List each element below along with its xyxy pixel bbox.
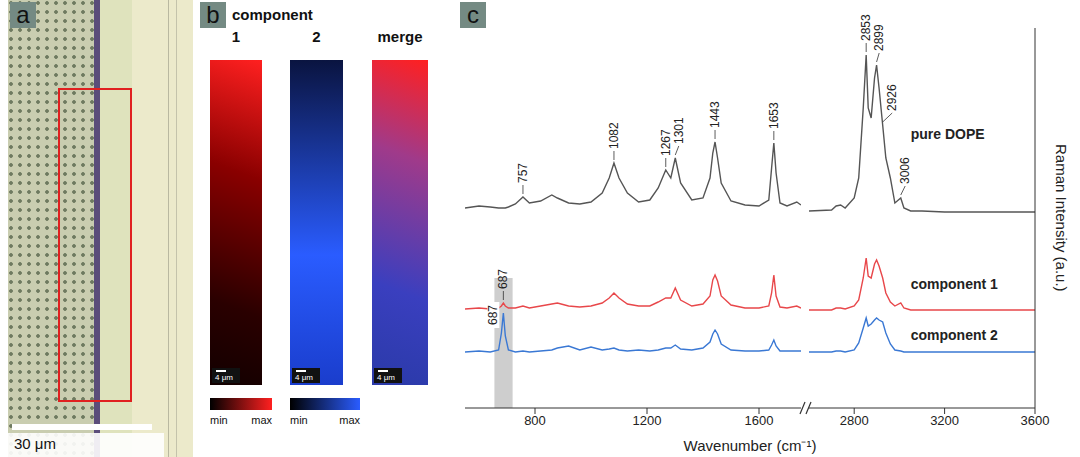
- svg-text:1301: 1301: [672, 117, 686, 144]
- html-text:max: max: [251, 414, 272, 426]
- svg-text:1200: 1200: [633, 413, 662, 428]
- svg-text:component 1: component 1: [911, 276, 998, 292]
- svg-text:pure DOPE: pure DOPE: [911, 126, 985, 142]
- svg-text:800: 800: [524, 413, 546, 428]
- html-text:merge: merge: [377, 28, 423, 45]
- svg-text:1600: 1600: [745, 413, 774, 428]
- svg-text:757: 757: [516, 163, 530, 183]
- html-text:c: c: [467, 1, 479, 28]
- html-text:4 μm: 4 μm: [295, 373, 313, 382]
- svg-text:2853: 2853: [859, 14, 873, 41]
- html-text:max: max: [339, 414, 360, 426]
- html-text:2: 2: [312, 28, 321, 45]
- svg-text:3006: 3006: [898, 157, 912, 184]
- svg-text:2899: 2899: [872, 24, 886, 51]
- svg-text:2800: 2800: [840, 413, 869, 428]
- svg-text:component 2: component 2: [911, 327, 998, 343]
- svg-text:3600: 3600: [1021, 413, 1050, 428]
- svg-text:1267: 1267: [659, 129, 673, 156]
- svg-text:3200: 3200: [930, 413, 959, 428]
- svg-text:687: 687: [486, 305, 500, 325]
- html-text:1: 1: [231, 28, 241, 45]
- html-text:min: min: [210, 414, 228, 426]
- html-text:min: min: [290, 414, 308, 426]
- svg-text:1653: 1653: [767, 102, 781, 129]
- html-text:a: a: [16, 1, 30, 28]
- html-text:Wavenumber (cm⁻¹): Wavenumber (cm⁻¹): [683, 437, 817, 454]
- html-text:30 μm: 30 μm: [14, 435, 56, 452]
- svg-text:687: 687: [496, 269, 510, 289]
- svg-text:1443: 1443: [708, 101, 722, 128]
- html-text:Raman Intensity (a.u.): Raman Intensity (a.u.): [1052, 144, 1070, 292]
- html-text:4 μm: 4 μm: [215, 373, 233, 382]
- svg-text:2926: 2926: [885, 84, 899, 111]
- html-text:4 μm: 4 μm: [377, 373, 395, 382]
- svg-text:1082: 1082: [607, 122, 621, 149]
- html-text:b: b: [206, 1, 220, 28]
- html-text:component: component: [232, 6, 313, 23]
